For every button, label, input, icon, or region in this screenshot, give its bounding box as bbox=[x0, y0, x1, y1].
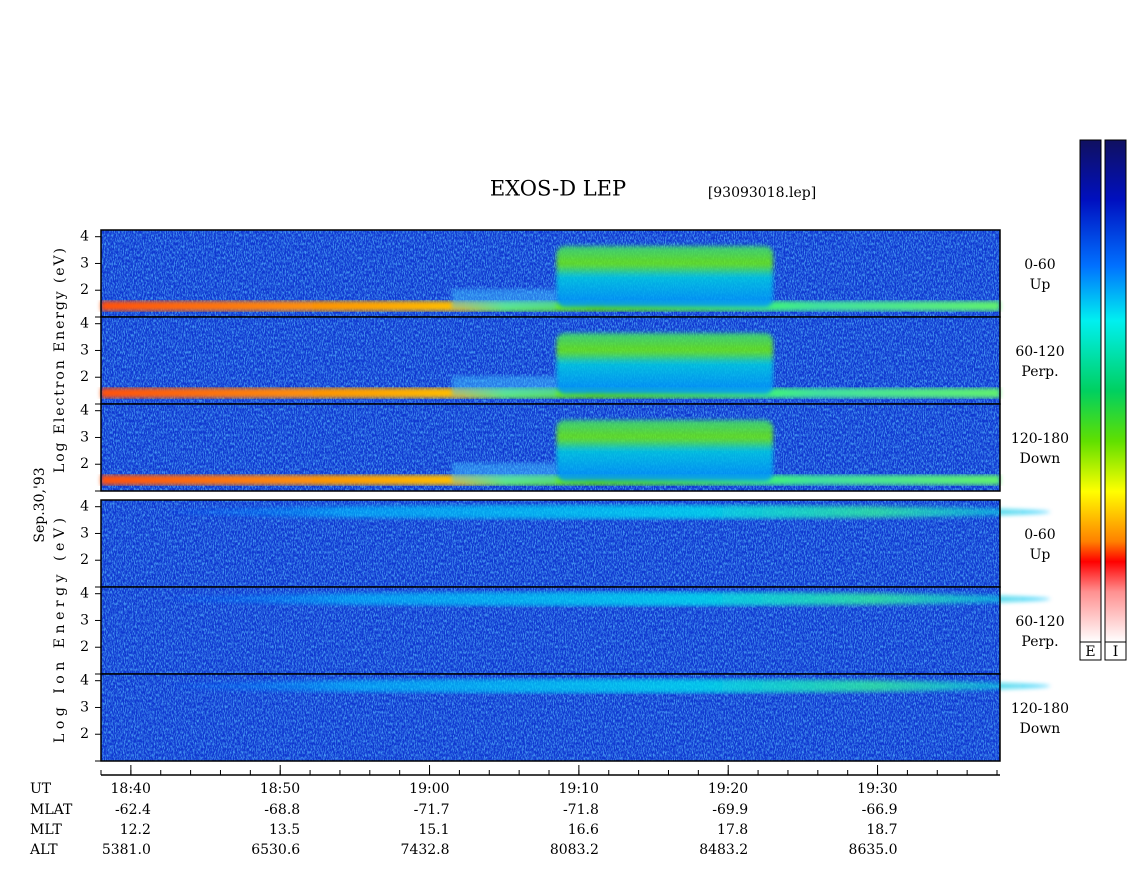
feature bbox=[451, 289, 557, 309]
y-tick-label: 2 bbox=[80, 282, 89, 298]
panel bbox=[100, 403, 1001, 492]
ephemeris-value: -68.8 bbox=[264, 802, 300, 818]
ephemeris-value: -62.4 bbox=[115, 802, 151, 818]
ephemeris-value: -71.7 bbox=[414, 802, 450, 818]
ephemeris-value: 12.2 bbox=[120, 822, 151, 838]
ephemeris-value: -71.8 bbox=[563, 802, 599, 818]
y-tick-label: 3 bbox=[80, 699, 89, 715]
panel-label: Perp. bbox=[1021, 364, 1058, 380]
ephemeris-value: 7432.8 bbox=[401, 842, 450, 858]
panel-label: Down bbox=[1020, 451, 1061, 467]
ephemeris-label: ALT bbox=[29, 842, 58, 858]
x-tick-label: 18:50 bbox=[260, 781, 300, 797]
panel-label: 120-180 bbox=[1011, 431, 1069, 447]
y-tick-label: 3 bbox=[80, 612, 89, 628]
ephemeris-value: -69.9 bbox=[712, 802, 748, 818]
colorbars: E I bbox=[1079, 139, 1127, 661]
colorbar bbox=[1104, 139, 1127, 643]
y-tick-label: 3 bbox=[80, 342, 89, 358]
feature bbox=[170, 592, 1051, 606]
ephemeris-label: MLT bbox=[30, 822, 62, 838]
ephemeris-label: MLAT bbox=[30, 802, 73, 818]
y-tick-label: 4 bbox=[80, 229, 89, 245]
y-tick-label: 2 bbox=[80, 639, 89, 655]
ephemeris-value: 16.6 bbox=[568, 822, 599, 838]
y-tick-label: 2 bbox=[80, 726, 89, 742]
colorbar-label: I bbox=[1113, 644, 1119, 660]
panel-label: 0-60 bbox=[1024, 257, 1055, 273]
ephemeris-value: 5381.0 bbox=[102, 842, 151, 858]
feature bbox=[170, 679, 1051, 693]
panel-frame bbox=[100, 403, 1001, 492]
panel-label: Perp. bbox=[1021, 634, 1058, 650]
panel-label: 0-60 bbox=[1024, 527, 1055, 543]
panel bbox=[100, 499, 1051, 588]
panel-label: 60-120 bbox=[1015, 614, 1064, 630]
colorbar-label: E bbox=[1085, 644, 1095, 660]
panel-label: Up bbox=[1030, 277, 1051, 293]
ephemeris-value: 13.5 bbox=[269, 822, 300, 838]
feature bbox=[556, 333, 774, 394]
y-tick-label: 4 bbox=[80, 586, 89, 602]
y-tick-label: 4 bbox=[80, 316, 89, 332]
ephemeris-value: 6530.6 bbox=[251, 842, 300, 858]
panel-label: Up bbox=[1030, 547, 1051, 563]
title: EXOS-D LEP bbox=[490, 177, 626, 201]
colorbar-box bbox=[1079, 641, 1102, 661]
feature bbox=[451, 463, 557, 483]
y-tick-label: 2 bbox=[80, 552, 89, 568]
panel bbox=[100, 229, 1001, 318]
y-tick-label: 4 bbox=[80, 499, 89, 515]
y-tick-label: 3 bbox=[80, 525, 89, 541]
x-tick-label: 19:20 bbox=[708, 781, 748, 797]
colorbar-box bbox=[1104, 641, 1127, 661]
feature bbox=[451, 376, 557, 396]
panel bbox=[100, 673, 1051, 762]
panel-label: 60-120 bbox=[1015, 344, 1064, 360]
file-label: [93093018.lep] bbox=[708, 185, 816, 201]
panel-label: Down bbox=[1020, 721, 1061, 737]
y-tick-label: 4 bbox=[80, 403, 89, 419]
date-label: Sep.30,'93 bbox=[32, 467, 48, 542]
x-tick-label: 19:10 bbox=[559, 781, 599, 797]
y-tick-label: 3 bbox=[80, 255, 89, 271]
y-tick-label: 2 bbox=[80, 456, 89, 472]
y-tick-label: 4 bbox=[80, 673, 89, 689]
axis-label: Log Ion Energy (eV) bbox=[52, 518, 68, 743]
ephemeris-value: 15.1 bbox=[418, 822, 449, 838]
ephemeris-value: 8483.2 bbox=[699, 842, 748, 858]
ephemeris-value: 18.7 bbox=[866, 822, 897, 838]
feature bbox=[170, 505, 1051, 519]
y-tick-label: 2 bbox=[80, 369, 89, 385]
y-tick-label: 3 bbox=[80, 429, 89, 445]
ephemeris-value: 8635.0 bbox=[849, 842, 898, 858]
x-tick-label: 18:40 bbox=[111, 781, 151, 797]
ephemeris-value: -66.9 bbox=[862, 802, 898, 818]
x-tick-label: 19:00 bbox=[409, 781, 449, 797]
axis-label: Log Electron Energy (eV) bbox=[52, 248, 68, 473]
ephemeris-value: 17.8 bbox=[717, 822, 748, 838]
feature bbox=[556, 246, 774, 307]
panel bbox=[100, 586, 1051, 675]
feature bbox=[556, 420, 774, 481]
ephemeris-value: 8083.2 bbox=[550, 842, 599, 858]
panel-frame bbox=[100, 673, 1001, 762]
panel-label: 120-180 bbox=[1011, 701, 1069, 717]
x-tick-label: 19:30 bbox=[857, 781, 897, 797]
panel bbox=[100, 316, 1001, 405]
colorbar bbox=[1079, 139, 1102, 643]
x-axis-label: UT bbox=[30, 781, 52, 797]
